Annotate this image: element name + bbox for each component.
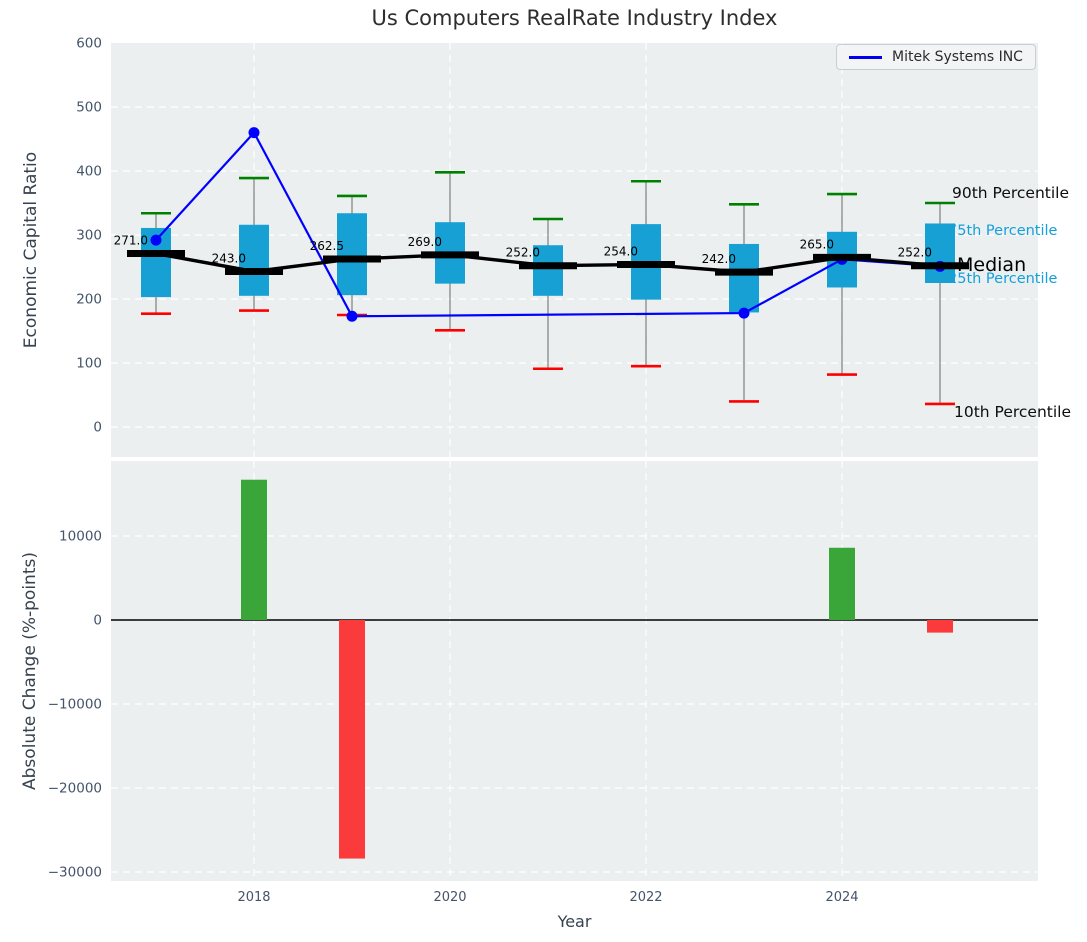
p10-annotation: 10th Percentile bbox=[954, 403, 1071, 421]
company-point-2019 bbox=[346, 310, 358, 322]
company-point-2017 bbox=[150, 234, 162, 246]
top-ytick-label: 100 bbox=[76, 356, 102, 372]
legend-line-sample bbox=[849, 55, 882, 59]
chart-title: Us Computers RealRate Industry Index bbox=[371, 6, 778, 30]
p90-annotation: 90th Percentile bbox=[952, 184, 1069, 202]
legend-label: Mitek Systems INC bbox=[892, 49, 1023, 65]
median-value-label-2025: 252.0 bbox=[898, 246, 932, 260]
x-axis-label: Year bbox=[557, 912, 592, 931]
bottom-ytick-label: 10000 bbox=[59, 529, 102, 545]
top-ytick-label: 300 bbox=[76, 228, 102, 244]
bottom-ytick-label: −10000 bbox=[48, 697, 102, 713]
xtick-label: 2018 bbox=[237, 890, 270, 905]
bottom-ytick-label: 0 bbox=[93, 613, 102, 629]
median-value-label-2024: 265.0 bbox=[800, 237, 834, 251]
iqr-box-2018 bbox=[239, 224, 269, 296]
top-ytick-label: 0 bbox=[93, 420, 102, 436]
change-bar-2024 bbox=[829, 547, 855, 620]
iqr-box-2025 bbox=[925, 223, 955, 283]
legend: Mitek Systems INC bbox=[836, 44, 1036, 70]
p75-annotation: 75th Percentile bbox=[948, 223, 1058, 239]
iqr-box-2019 bbox=[337, 213, 367, 296]
median-value-label-2022: 254.0 bbox=[604, 244, 638, 258]
xtick-label: 2024 bbox=[825, 890, 858, 905]
median-annotation: Median bbox=[957, 254, 1026, 276]
median-value-label-2019: 262.5 bbox=[310, 239, 344, 253]
bottom-ytick-label: −30000 bbox=[48, 865, 102, 881]
change-bar-2025 bbox=[927, 620, 953, 633]
median-value-label-2023: 242.0 bbox=[702, 252, 736, 266]
company-point-2018 bbox=[248, 127, 260, 139]
bottom-ytick-label: −20000 bbox=[48, 781, 102, 797]
median-value-label-2021: 252.0 bbox=[506, 246, 540, 260]
top-ytick-label: 600 bbox=[76, 36, 102, 52]
company-point-2023 bbox=[738, 307, 750, 319]
median-value-label-2017: 271.0 bbox=[114, 234, 148, 248]
change-bar-2019 bbox=[339, 620, 365, 859]
iqr-box-2023 bbox=[729, 243, 759, 313]
top-ytick-label: 500 bbox=[76, 100, 102, 116]
p25-annotation: 25th Percentile bbox=[948, 271, 1058, 287]
median-value-label-2018: 243.0 bbox=[212, 251, 246, 265]
top-ytick-label: 200 bbox=[76, 292, 102, 308]
iqr-box-2021 bbox=[533, 245, 563, 296]
xtick-label: 2020 bbox=[433, 890, 466, 905]
xtick-label: 2022 bbox=[629, 890, 662, 905]
top-ytick-label: 400 bbox=[76, 164, 102, 180]
change-bar-2018 bbox=[241, 479, 267, 620]
median-value-label-2020: 269.0 bbox=[408, 235, 442, 249]
